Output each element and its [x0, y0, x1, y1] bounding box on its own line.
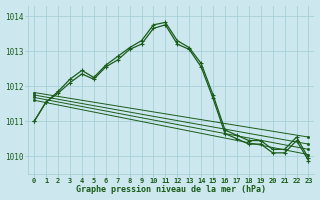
X-axis label: Graphe pression niveau de la mer (hPa): Graphe pression niveau de la mer (hPa)	[76, 185, 266, 194]
